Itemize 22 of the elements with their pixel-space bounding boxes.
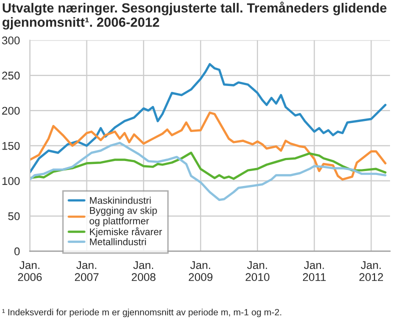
x-tick-label: Jan. 2011 bbox=[302, 261, 326, 282]
chart-title: Utvalgte næringer. Sesongjusterte tall. Tremåneders glidende gjennomsnitt¹. 2006-2012 bbox=[2, 2, 386, 30]
x-tick-label: Jan. 2006 bbox=[18, 261, 42, 282]
y-tick-label: 150 bbox=[2, 142, 20, 150]
y-tick-label: 250 bbox=[2, 72, 20, 80]
x-tick-label: Jan. 2009 bbox=[188, 261, 212, 282]
x-tick-label: Jan. 2008 bbox=[132, 261, 156, 282]
line-series bbox=[30, 63, 386, 174]
x-tick-label: Jan. 2012 bbox=[359, 261, 383, 282]
y-tick-label: 50 bbox=[8, 212, 20, 220]
y-tick-label: 0 bbox=[14, 247, 20, 256]
legend-label: Maskinindustri bbox=[90, 196, 151, 204]
y-tick-label: 300 bbox=[2, 36, 20, 44]
line-series bbox=[30, 112, 386, 181]
legend-label: Bygging av skip og plattformer bbox=[90, 206, 157, 226]
x-tick-label: Jan. 2010 bbox=[246, 261, 270, 282]
legend-label: Kjemiske råvarer bbox=[90, 227, 162, 238]
x-tick-label: Jan. 2007 bbox=[74, 261, 99, 282]
y-tick-label: 200 bbox=[2, 106, 20, 115]
text: ¹ Indeksverdi for periode m er gjennomsnitt av periode m, m-1 og m-2. bbox=[2, 308, 282, 318]
y-tick-label: 100 bbox=[2, 177, 20, 185]
legend-label: Metallindustri bbox=[90, 238, 146, 246]
